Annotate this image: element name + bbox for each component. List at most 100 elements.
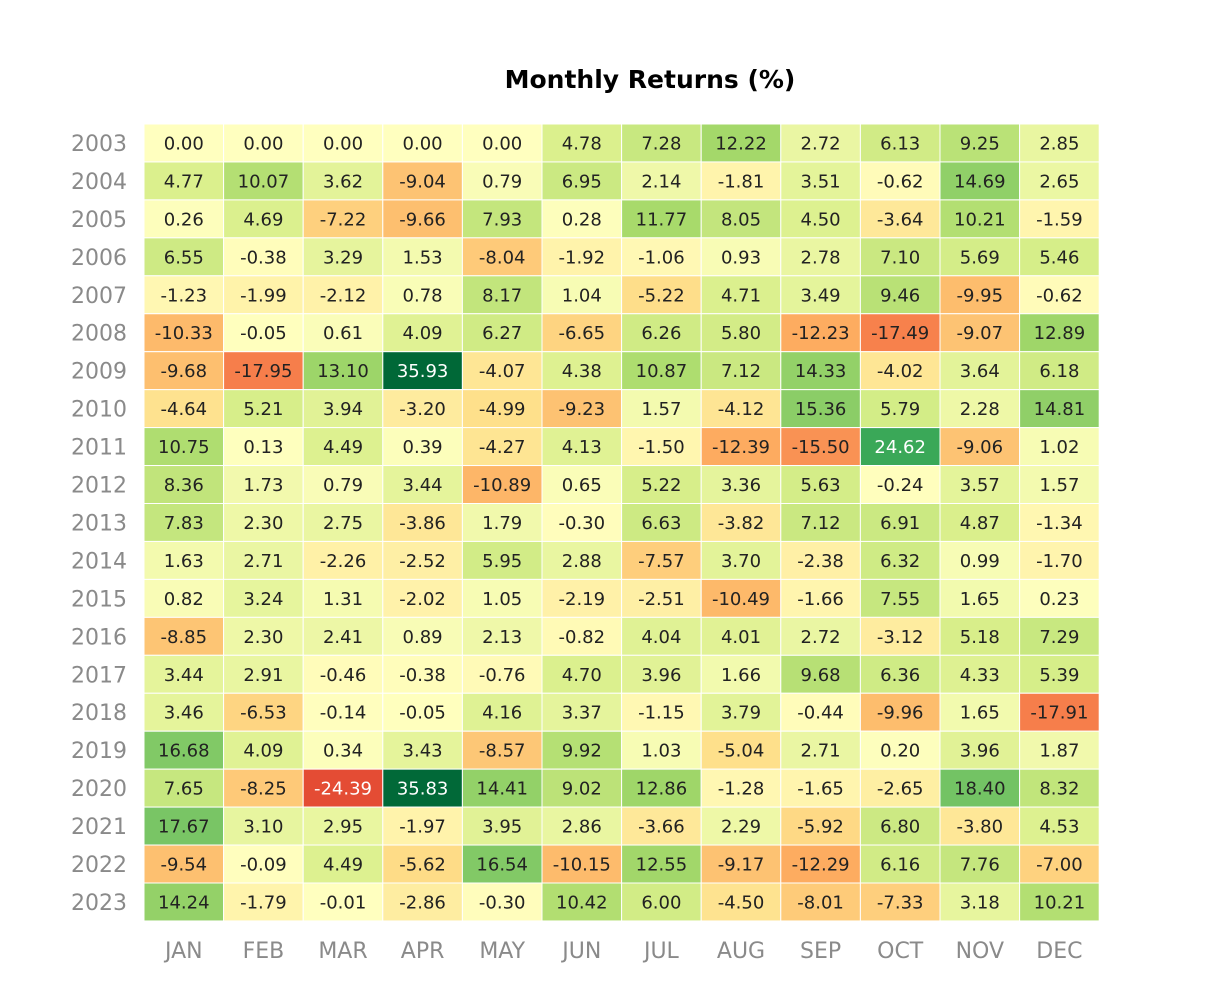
heatmap-cell-value: 3.29	[323, 247, 363, 268]
heatmap-cell-value: 3.51	[801, 171, 841, 192]
heatmap-cell	[1019, 427, 1100, 467]
heatmap-cell	[223, 275, 304, 315]
heatmap-cell	[541, 237, 623, 277]
heatmap-cell-value: -9.54	[161, 855, 208, 876]
heatmap-cell	[541, 768, 623, 808]
heatmap-cell	[143, 578, 225, 618]
heatmap-cell	[700, 123, 782, 163]
heatmap-cell-value: -2.38	[797, 551, 844, 572]
heatmap-cell-value: 7.12	[801, 513, 841, 534]
heatmap-cell-value: 5.18	[960, 627, 1000, 648]
heatmap-cell	[302, 768, 384, 808]
heatmap-cell-value: 7.28	[641, 133, 681, 154]
heatmap-cell-value: 10.75	[158, 437, 210, 458]
heatmap-cell-value: 3.37	[562, 703, 602, 724]
heatmap-cell-value: 4.50	[801, 209, 841, 230]
heatmap-cell-value: -7.57	[638, 551, 685, 572]
heatmap-cell-value: 1.57	[641, 399, 681, 420]
heatmap-cell	[859, 768, 941, 808]
heatmap-cell	[621, 882, 702, 922]
heatmap-cell	[621, 351, 702, 391]
heatmap-cell-value: 7.65	[164, 779, 204, 800]
heatmap-cell	[859, 123, 941, 163]
heatmap-cell-value: -4.50	[718, 892, 765, 913]
heatmap-cell-value: -12.39	[712, 437, 770, 458]
heatmap-cell-value: 1.53	[403, 247, 443, 268]
heatmap-cell-value: 0.00	[243, 133, 283, 154]
heatmap-cell	[223, 806, 304, 846]
heatmap-cell	[461, 161, 543, 201]
heatmap-cell	[621, 730, 702, 770]
heatmap-cell	[223, 882, 304, 922]
heatmap-cell-value: 14.81	[1034, 399, 1086, 420]
heatmap-cell-value: -9.66	[399, 209, 446, 230]
y-axis-year-labels: 2003 2004 2005 2006 2007 2008 2009 2010 2011 2012…	[71, 132, 127, 916]
heatmap-cell	[780, 313, 861, 353]
heatmap-cell-value: 0.93	[721, 247, 761, 268]
heatmap-cell	[302, 730, 384, 770]
x-tick-label: JAN	[163, 939, 203, 964]
x-tick-label: MAY	[479, 939, 525, 964]
heatmap-cell	[1019, 123, 1100, 163]
heatmap-cell	[143, 616, 225, 656]
heatmap-cell-value: -9.06	[957, 437, 1004, 458]
heatmap-cell-value: 17.67	[158, 817, 210, 838]
heatmap-cell-value: 2.71	[243, 551, 283, 572]
heatmap-cell-value: -1.92	[559, 247, 606, 268]
heatmap-cell-value: 3.49	[801, 285, 841, 306]
heatmap-cell-value: -17.49	[871, 323, 929, 344]
heatmap-cell-value: 7.93	[482, 209, 522, 230]
heatmap-cell-value: 0.79	[482, 171, 522, 192]
heatmap-cell-value: 9.68	[801, 665, 841, 686]
heatmap-cell-value: -10.15	[553, 855, 611, 876]
heatmap-cell	[1019, 199, 1100, 239]
heatmap-cell-value: 3.96	[960, 741, 1000, 762]
heatmap-cell	[780, 237, 861, 277]
x-tick-label: OCT	[877, 939, 924, 964]
heatmap-cell-value: 10.21	[954, 209, 1006, 230]
heatmap-cell-value: 2.29	[721, 817, 761, 838]
heatmap-cell	[700, 844, 782, 884]
heatmap-cell-value: 0.61	[323, 323, 363, 344]
heatmap-cell-value: -9.95	[957, 285, 1004, 306]
heatmap-cell-value: 4.77	[164, 171, 204, 192]
heatmap-cell-value: 5.21	[243, 399, 283, 420]
y-tick-label: 2011	[71, 436, 127, 461]
heatmap-cell-value: -9.23	[559, 399, 606, 420]
heatmap-cell-value: -5.22	[638, 285, 685, 306]
heatmap-cell-value: 6.32	[880, 551, 920, 572]
heatmap-cell-value: 7.12	[721, 361, 761, 382]
heatmap-cell	[382, 578, 463, 618]
y-tick-label: 2015	[71, 587, 127, 612]
heatmap-cell-value: 6.26	[641, 323, 681, 344]
heatmap-cell-value: -9.07	[957, 323, 1004, 344]
heatmap-cell	[1019, 389, 1100, 429]
heatmap-cell	[939, 654, 1021, 694]
heatmap-cell	[621, 199, 702, 239]
y-tick-label: 2018	[71, 701, 127, 726]
heatmap-cell-value: -7.33	[877, 892, 924, 913]
heatmap-cell	[859, 540, 941, 580]
heatmap-cell-value: 5.79	[880, 399, 920, 420]
heatmap-cell-value: 1.73	[243, 475, 283, 496]
heatmap-cell	[382, 654, 463, 694]
heatmap-cell-value: 1.31	[323, 589, 363, 610]
heatmap-cell	[621, 768, 702, 808]
heatmap-cell-value: 5.63	[801, 475, 841, 496]
y-tick-label: 2003	[71, 132, 127, 157]
heatmap-cell	[621, 692, 702, 732]
heatmap-cell	[939, 882, 1021, 922]
heatmap-cell	[143, 275, 225, 315]
heatmap-cell	[700, 275, 782, 315]
heatmap-cell	[541, 351, 623, 391]
heatmap-cell-value: -1.59	[1036, 209, 1083, 230]
heatmap-cell	[143, 503, 225, 542]
heatmap-cell-value: -12.29	[792, 855, 850, 876]
heatmap-cell-value: 11.77	[636, 209, 688, 230]
heatmap-cell-value: -6.65	[559, 323, 606, 344]
heatmap-cell	[859, 161, 941, 201]
heatmap-cell	[143, 730, 225, 770]
heatmap-cell-value: 1.79	[482, 513, 522, 534]
heatmap-cell	[302, 427, 384, 467]
